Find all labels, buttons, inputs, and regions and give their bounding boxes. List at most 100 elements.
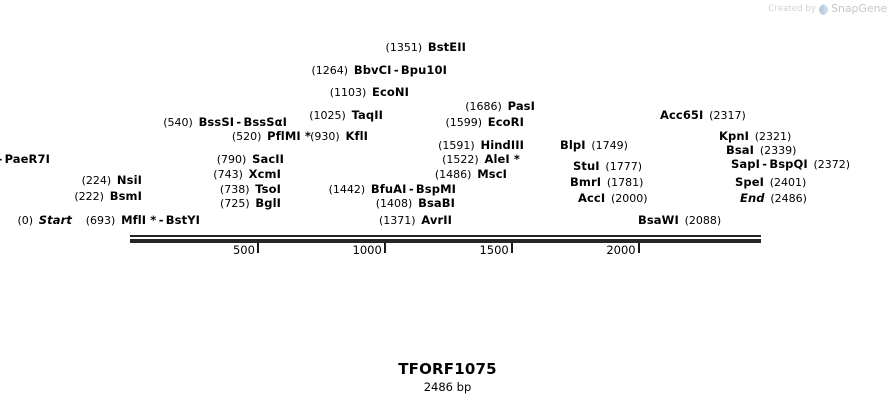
- site-position-label: (743): [213, 168, 243, 181]
- site-enzyme-names: KflI: [345, 129, 368, 143]
- site-enzyme-name: BssSαI: [243, 115, 287, 129]
- site-position-label: (1442): [328, 183, 366, 196]
- site-position-label: (725): [220, 197, 250, 210]
- site-position-label: (2339): [759, 144, 797, 157]
- site-position-label: (738): [219, 183, 250, 196]
- restriction-site-label: (1591) HindIII: [438, 139, 524, 152]
- restriction-site-label: (725) BglI: [220, 197, 281, 210]
- restriction-site-label: (1264) BbvCI - Bpu10I: [312, 64, 448, 77]
- ruler-tick-label: 500: [232, 243, 255, 257]
- site-enzyme-names: AleI *: [484, 152, 520, 166]
- site-enzyme-name: BsaI: [726, 143, 755, 157]
- site-enzyme-names: Acc65I: [660, 108, 703, 122]
- site-enzyme-names: SacII: [252, 152, 284, 166]
- restriction-site-label: (790) SacII: [217, 153, 284, 166]
- site-enzyme-name: AvrII: [421, 213, 452, 227]
- restriction-site-label: (1408) BsaBI: [376, 197, 455, 210]
- site-position-label: (1686): [465, 100, 502, 113]
- site-position-label: (1522): [442, 153, 479, 166]
- site-position-label: (1486): [434, 168, 472, 181]
- site-enzyme-names: BssSI - BssSαI: [199, 115, 287, 129]
- ruler-tick-mark: [383, 243, 386, 253]
- site-enzyme-names: KpnI: [719, 129, 749, 143]
- site-position-label: (930): [310, 130, 340, 143]
- site-enzyme-name: BssSI: [198, 115, 235, 129]
- site-enzyme-name: SacII: [252, 152, 284, 166]
- site-enzyme-names: TaqII: [352, 108, 383, 122]
- restriction-site-label: BlpI (1749): [560, 139, 628, 152]
- restriction-site-label: (738) TsoI: [220, 183, 281, 196]
- site-enzyme-name: SapI: [731, 157, 760, 171]
- restriction-site-label: (340) SmlI - XhoI - PaeR7I: [0, 153, 50, 166]
- site-enzyme-names: PflMI *: [267, 129, 311, 143]
- restriction-site-label: BsaWI (2088): [638, 214, 721, 227]
- restriction-site-label: BsaI (2339): [726, 144, 796, 157]
- site-enzyme-name: Bpu10I: [400, 63, 447, 77]
- site-enzyme-names: BsmI: [110, 189, 142, 203]
- restriction-site-label: (1371) AvrII: [379, 214, 452, 227]
- ruler-line-upper: [130, 235, 761, 237]
- site-position-label: (224): [81, 174, 112, 187]
- restriction-site-label: (743) XcmI: [213, 168, 281, 181]
- site-enzyme-name: XcmI: [248, 167, 281, 181]
- site-enzyme-names: BglI: [255, 196, 281, 210]
- site-position-label: (1749): [591, 139, 628, 152]
- site-position-label: (1777): [605, 160, 642, 173]
- ruler-tick-mark: [637, 243, 640, 253]
- site-position-label: (1591): [438, 139, 475, 152]
- site-enzyme-name: SpeI: [735, 175, 764, 189]
- restriction-site-label: (0) Start: [17, 214, 72, 227]
- restriction-site-label: (1486) MscI: [435, 168, 507, 181]
- restriction-site-label: AccI (2000): [578, 192, 648, 205]
- site-position-label: (2401): [769, 176, 807, 189]
- restriction-site-label: StuI (1777): [573, 160, 642, 173]
- site-position-label: (2088): [684, 214, 722, 227]
- site-enzyme-names: SpeI: [735, 175, 764, 189]
- snapgene-watermark: Created by SnapGene: [768, 2, 887, 15]
- site-enzyme-name: AleI *: [484, 152, 520, 166]
- page-title: TFORF1075: [398, 360, 497, 378]
- site-enzyme-name: BfuAI: [370, 182, 407, 196]
- site-enzyme-name: BspQI: [769, 157, 808, 171]
- site-enzyme-name: PaeR7I: [4, 152, 50, 166]
- site-enzyme-name: BsmI: [109, 189, 142, 203]
- site-enzyme-name: TaqII: [351, 108, 383, 122]
- restriction-site-label: (520) PflMI *: [232, 130, 311, 143]
- site-position-label: (2317): [709, 109, 746, 122]
- site-position-label: (1025): [309, 109, 346, 122]
- site-enzyme-names: PasI: [508, 99, 535, 113]
- site-enzyme-names: NsiI: [117, 173, 142, 187]
- site-enzyme-names: BsaBI: [418, 196, 455, 210]
- restriction-site-label: (540) BssSI - BssSαI: [163, 116, 287, 129]
- site-enzyme-names: BlpI: [560, 138, 586, 152]
- ruler-tick-label: 1000: [352, 243, 382, 257]
- watermark-created-by-label: Created by: [768, 3, 817, 14]
- site-enzyme-name: MscI: [477, 167, 507, 181]
- site-enzyme-name: PflMI *: [267, 129, 311, 143]
- site-enzyme-name: AccI: [578, 191, 606, 205]
- site-position-label: (2372): [813, 158, 851, 171]
- site-enzyme-names: AvrII: [421, 213, 452, 227]
- site-enzyme-names: TsoI: [255, 182, 281, 196]
- site-enzyme-name: EcoNI: [372, 85, 409, 99]
- site-enzyme-name: BspMI: [415, 182, 456, 196]
- restriction-site-label: (1351) BstEII: [386, 41, 466, 54]
- site-enzyme-names: Start: [39, 213, 72, 227]
- site-enzyme-names: StuI: [573, 159, 600, 173]
- restriction-site-label: (1522) AleI *: [442, 153, 520, 166]
- site-name-separator: -: [408, 182, 414, 196]
- site-position-label: (1408): [375, 197, 413, 210]
- snapgene-logo-icon: [819, 4, 829, 15]
- site-enzyme-name: PasI: [507, 99, 535, 113]
- site-name-separator: -: [0, 152, 2, 166]
- site-position-label: (222): [74, 190, 104, 203]
- site-position-label: (1103): [329, 86, 367, 99]
- restriction-site-label: SapI - BspQI (2372): [731, 158, 850, 171]
- site-position-label: (1599): [445, 116, 483, 129]
- site-enzyme-names: HindIII: [480, 138, 524, 152]
- site-enzyme-name: BmrI: [570, 175, 602, 189]
- restriction-site-label: (222) BsmI: [74, 190, 142, 203]
- site-enzyme-names: SapI - BspQI: [731, 157, 808, 171]
- site-enzyme-names: BfuAI - BspMI: [371, 182, 456, 196]
